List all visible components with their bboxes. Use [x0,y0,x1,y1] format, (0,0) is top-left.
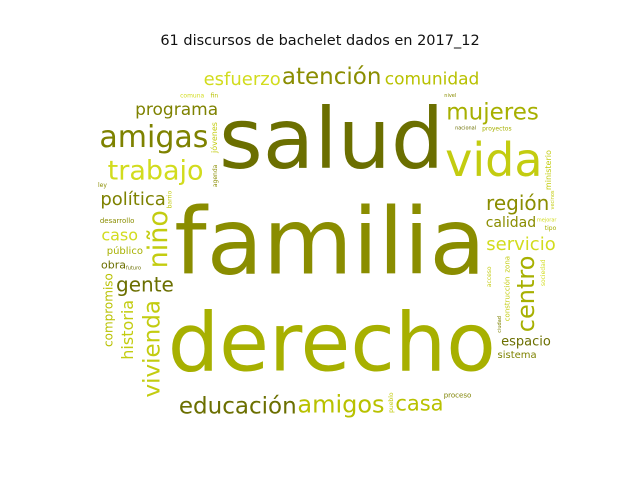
word-74: pueblo [388,392,395,413]
word-5: trabajo [108,156,204,187]
word-24: público [107,245,143,257]
word-22: calidad [486,215,536,231]
word-4: vida [445,133,542,187]
word-10: mujeres [446,99,539,125]
word-12: servicio [486,234,555,255]
word-28: compromiso [101,273,115,347]
word-14: comunidad [385,69,480,89]
word-27: sistema [498,350,537,361]
word-17: centro [512,256,540,333]
word-83: ciudad [497,316,503,333]
word-33: comuna [180,93,204,100]
word-26: caso [101,225,138,244]
chart-title: 61 discursos de bachelet dados en 2017_1… [160,33,480,49]
word-39: ministerio [544,150,553,190]
word-53: acceso [486,266,493,287]
word-45: tipo [545,225,557,232]
word-7: amigos [297,391,384,419]
word-32: construcción [504,277,512,322]
word-34: proceso [444,391,472,399]
word-18: vivienda [140,300,166,397]
word-3: derecho [168,296,496,390]
word-40: mejorar [537,217,558,223]
word-50: agenda [212,164,219,187]
word-106: nivel [444,93,456,99]
word-15: región [486,191,549,215]
word-61: sociedad [540,259,547,286]
word-31: proyectos [482,125,512,132]
word-44: futuro [126,265,141,271]
word-2: salud [219,90,444,188]
word-30: obra [101,258,126,271]
word-1: familia [174,189,485,296]
word-88: vecinos [550,190,556,209]
word-20: política [100,189,165,210]
word-81: zona [503,256,511,273]
word-11: niño [143,210,174,268]
word-8: atención [282,64,382,90]
word-196: fin [211,92,219,99]
word-60: barrio [167,190,174,208]
word-46: jóvenes [209,122,219,154]
word-6: amigas [99,120,208,155]
word-25: historia [118,300,137,360]
word-29: desarrollo [100,217,135,225]
word-13: programa [135,100,218,120]
word-21: casa [395,392,443,416]
word-37: nacional [455,126,476,132]
word-16: gente [116,272,174,296]
word-19: esfuerzo [204,69,281,90]
word-9: educación [179,394,297,420]
word-23: espacio [501,334,551,349]
word-92: ley [98,182,107,189]
